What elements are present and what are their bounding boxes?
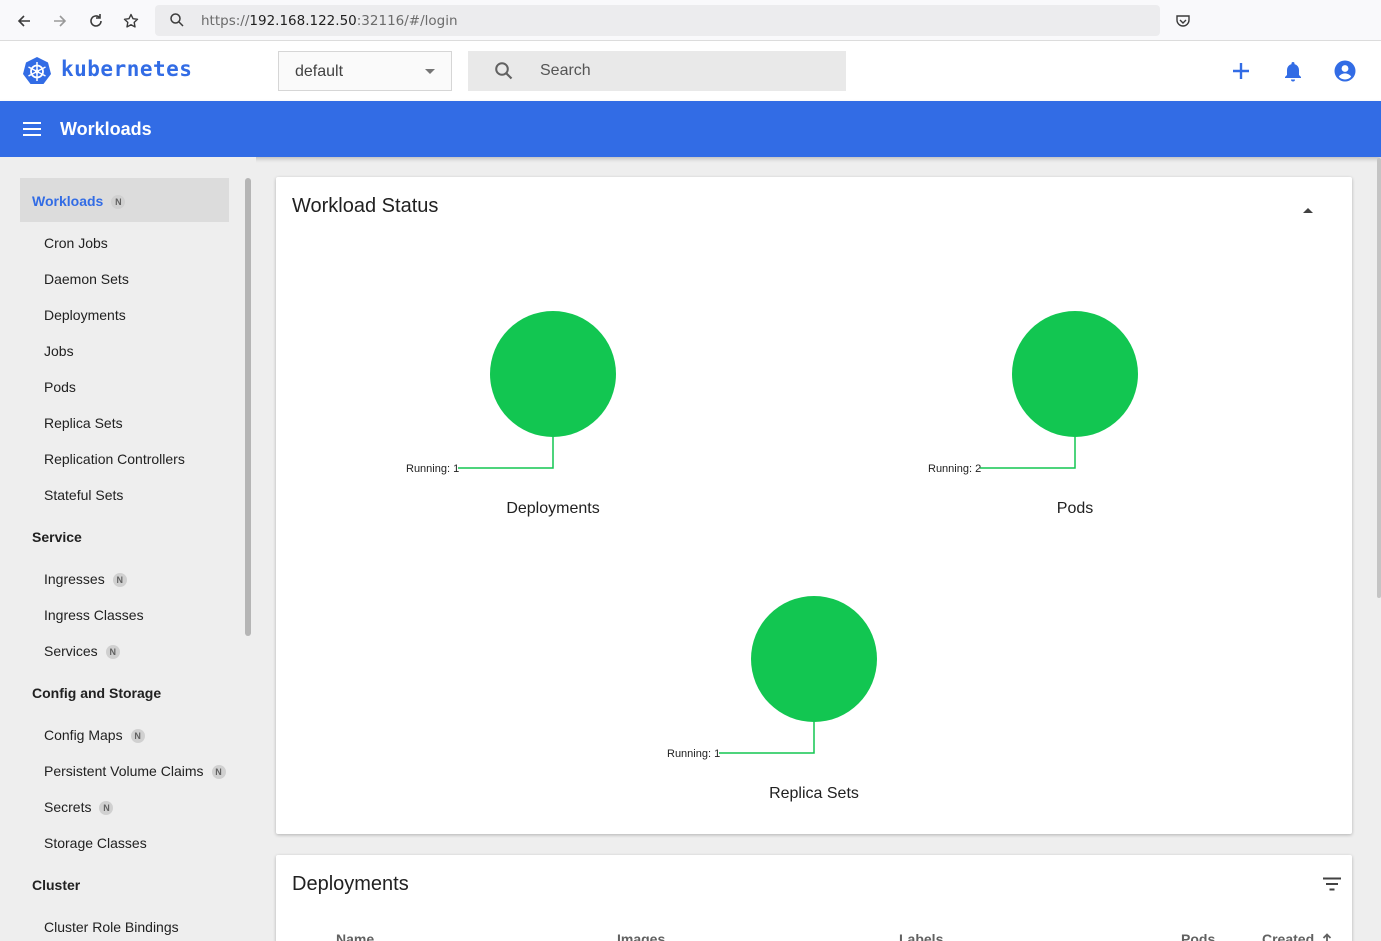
page-toolbar: Workloads (0, 101, 1381, 157)
menu-hamburger-icon[interactable] (22, 119, 42, 144)
sidebar-item-ingress-classes[interactable]: Ingress Classes (44, 607, 144, 623)
deployments-pie-chart (458, 311, 616, 469)
sidebar-item-jobs[interactable]: Jobs (44, 343, 74, 359)
url-text: https://192.168.122.50:32116/#/login (201, 13, 458, 29)
sidebar-item-persistent-volume-claims[interactable]: Persistent Volume Claims N (44, 763, 226, 779)
deployments-leader-line (458, 437, 554, 469)
search-input[interactable] (540, 51, 830, 91)
pods-leader-line (980, 437, 1076, 469)
sidebar-item-workloads[interactable]: Workloads N (32, 193, 126, 209)
sidebar-item-storage-classes[interactable]: Storage Classes (44, 835, 147, 851)
filter-list-icon[interactable] (1322, 877, 1342, 896)
replica-sets-leader-line (719, 722, 815, 754)
pods-pie-chart (980, 311, 1138, 469)
app-header: kubernetes default (0, 41, 1381, 101)
deployments-card: Deployments Name Images Labels Pods Crea… (276, 855, 1352, 941)
deployments-running-label: Running: 1 (406, 463, 460, 475)
page-scrollbar[interactable] (1377, 158, 1381, 598)
namespaced-badge: N (111, 195, 126, 209)
address-bar[interactable]: https://192.168.122.50:32116/#/login (155, 5, 1160, 36)
column-header-images[interactable]: Images (617, 931, 666, 941)
sidebar-section-cluster[interactable]: Cluster (32, 877, 81, 893)
sidebar-item-ingresses[interactable]: Ingresses N (44, 571, 127, 587)
sidebar-item-secrets[interactable]: Secrets N (44, 799, 114, 815)
namespaced-badge: N (211, 765, 226, 779)
namespace-select[interactable]: default (278, 51, 452, 91)
replica-sets-pie-chart (719, 596, 877, 754)
replica-sets-chart-label[interactable]: Replica Sets (769, 785, 859, 802)
pods-running-label: Running: 2 (928, 463, 982, 475)
browser-toolbar: https://192.168.122.50:32116/#/login (0, 0, 1381, 41)
namespaced-badge: N (130, 729, 145, 743)
sidebar-item-replica-sets[interactable]: Replica Sets (44, 415, 123, 431)
pods-running-slice (1012, 311, 1138, 437)
deployments-chart-label[interactable]: Deployments (506, 500, 600, 517)
account-circle-icon[interactable] (1333, 59, 1357, 83)
column-header-pods[interactable]: Pods (1181, 931, 1216, 941)
page-title: Workloads (60, 119, 152, 139)
sort-ascending-icon (1322, 933, 1332, 941)
home-icon[interactable] (118, 8, 144, 34)
search-icon (494, 61, 514, 86)
pocket-icon[interactable] (1170, 8, 1196, 34)
deployments-running-slice (490, 311, 616, 437)
sidebar-section-service[interactable]: Service (32, 529, 82, 545)
namespaced-badge: N (99, 801, 114, 815)
sidebar-item-config-maps[interactable]: Config Maps N (44, 727, 145, 743)
replica-sets-running-slice (751, 596, 877, 722)
sidebar-item-pods[interactable]: Pods (44, 379, 76, 395)
workload-status-card: Workload Status Running: 1 Deployments R… (276, 177, 1352, 834)
sidebar-item-cron-jobs[interactable]: Cron Jobs (44, 235, 108, 251)
column-header-labels[interactable]: Labels (899, 931, 944, 941)
collapse-arrow-icon[interactable] (1302, 201, 1314, 219)
sidebar-item-services[interactable]: Services N (44, 643, 120, 659)
logo-text[interactable]: kubernetes (61, 57, 193, 81)
sidebar-item-cluster-role-bindings[interactable]: Cluster Role Bindings (44, 919, 179, 935)
add-icon[interactable] (1229, 59, 1253, 83)
forward-arrow-icon[interactable] (47, 8, 73, 34)
sidebar-scrollbar[interactable] (245, 178, 251, 636)
column-header-created[interactable]: Created (1262, 931, 1332, 941)
sidebar-item-stateful-sets[interactable]: Stateful Sets (44, 487, 124, 503)
namespaced-badge: N (112, 573, 127, 587)
workload-status-title: Workload Status (292, 195, 439, 217)
sidebar-section-config-storage[interactable]: Config and Storage (32, 685, 162, 701)
sidebar-item-daemon-sets[interactable]: Daemon Sets (44, 271, 129, 287)
pods-chart-label[interactable]: Pods (1056, 500, 1094, 517)
reload-icon[interactable] (83, 8, 109, 34)
sidebar-item-replication-controllers[interactable]: Replication Controllers (44, 451, 185, 467)
notifications-bell-icon[interactable] (1281, 59, 1305, 83)
back-arrow-icon[interactable] (11, 8, 37, 34)
namespace-value: default (295, 63, 344, 80)
namespaced-badge: N (105, 645, 120, 659)
deployments-card-title: Deployments (292, 873, 409, 895)
replica-sets-running-label: Running: 1 (667, 748, 721, 760)
sidebar-nav: Workloads N Cron Jobs Daemon Sets Deploym… (0, 157, 256, 941)
dropdown-caret-icon (425, 69, 435, 74)
search-icon (169, 12, 185, 33)
column-header-name[interactable]: Name (336, 931, 375, 941)
sidebar-item-deployments[interactable]: Deployments (44, 307, 126, 323)
search-box[interactable] (468, 51, 846, 91)
kubernetes-logo-icon[interactable] (22, 56, 52, 91)
